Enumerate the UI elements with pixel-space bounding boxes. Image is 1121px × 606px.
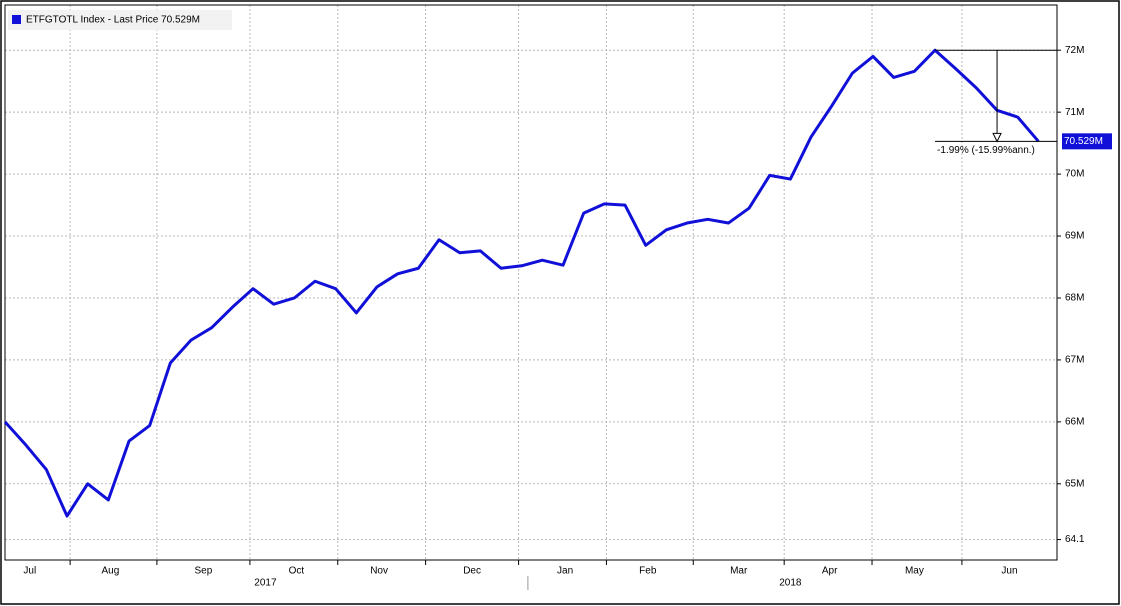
x-tick-label: Dec [463, 566, 481, 577]
x-tick-label: Jun [1001, 566, 1017, 577]
y-tick-label: 72M [1065, 45, 1084, 56]
x-tick-label: May [905, 566, 924, 577]
legend-swatch [12, 15, 21, 24]
x-tick-label: Feb [639, 566, 657, 577]
x-tick-label: Jul [23, 566, 36, 577]
y-tick-label: 64.1 [1065, 534, 1085, 545]
legend-box [8, 10, 232, 30]
x-tick-label: Apr [822, 566, 838, 577]
arrow-head [992, 132, 1002, 143]
annotation-text: -1.99% (-15.99%ann.) [937, 145, 1035, 156]
last-price-tag [1062, 133, 1112, 150]
x-tick-label: Nov [370, 566, 388, 577]
legend-label: ETFGTOTL Index - Last Price 70.529M [26, 15, 200, 26]
x-tick-label: Aug [102, 566, 120, 577]
y-tick-label: 65M [1065, 478, 1084, 489]
x-tick-label: Jan [557, 566, 573, 577]
y-tick-label: 67M [1065, 355, 1084, 366]
y-tick-label: 66M [1065, 417, 1084, 428]
year-label: 2017 [254, 578, 277, 589]
x-tick-label: Oct [289, 566, 305, 577]
y-tick-label: 69M [1065, 231, 1084, 242]
year-label: 2018 [779, 578, 802, 589]
plot-border [4, 4, 1058, 561]
y-tick-label: 70M [1065, 169, 1084, 180]
y-tick-label: 68M [1065, 293, 1084, 304]
y-tick-label: 71M [1065, 107, 1084, 118]
series-line [3, 48, 1040, 518]
last-price-label: 70.529M [1064, 136, 1103, 147]
x-tick-label: Sep [195, 566, 213, 577]
x-tick-label: Mar [730, 566, 748, 577]
